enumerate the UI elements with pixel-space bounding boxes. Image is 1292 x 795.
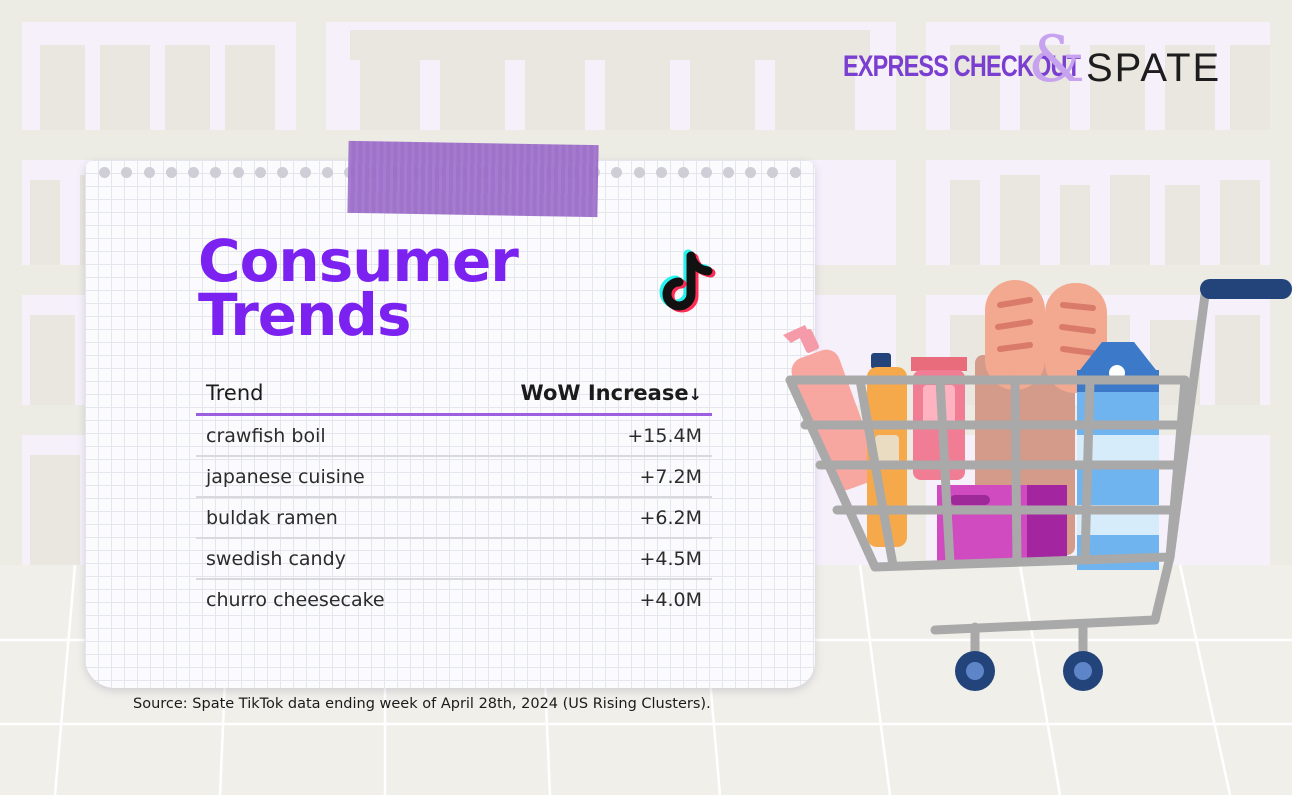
table-row: swedish candy +4.5M — [196, 538, 712, 580]
trend-name: japanese cuisine — [196, 456, 453, 498]
trend-name: crawfish boil — [196, 414, 453, 457]
trend-name: buldak ramen — [196, 497, 453, 539]
tiktok-logo-icon — [659, 249, 716, 313]
washi-tape — [347, 140, 599, 218]
shopping-cart-icon — [783, 279, 1292, 691]
express-checkout-logo: EXPRESS CHECKOUT — [843, 50, 1081, 83]
table-header-row: Trend WoW Increase↓ — [196, 373, 712, 416]
trend-increase: +7.2M — [452, 456, 712, 498]
page-title: Consumer Trends — [198, 232, 519, 344]
brand-ampersand: & — [1028, 23, 1085, 97]
table-row: japanese cuisine +7.2M — [196, 456, 712, 498]
trend-increase: +6.2M — [452, 497, 712, 539]
trend-increase: +15.4M — [452, 414, 712, 457]
sort-arrow-icon: ↓ — [688, 385, 702, 404]
title-line-2: Trends — [198, 281, 411, 349]
trend-column-header[interactable]: Trend — [196, 373, 453, 416]
table-row: buldak ramen +6.2M — [196, 497, 712, 539]
wow-increase-column-header[interactable]: WoW Increase↓ — [452, 373, 712, 416]
table-row: churro cheesecake +4.0M — [196, 579, 712, 619]
brand-header: EXPRESS CHECKOUT & SPATE — [843, 28, 1223, 102]
cart-products — [783, 280, 1159, 570]
trend-name: swedish candy — [196, 538, 453, 580]
wow-increase-header-label: WoW Increase — [520, 381, 689, 405]
trend-increase: +4.5M — [452, 538, 712, 580]
trend-increase: +4.0M — [639, 588, 702, 611]
trend-name: churro cheesecake — [206, 588, 385, 611]
spate-logo: SPATE — [1086, 46, 1222, 90]
trends-table: Trend WoW Increase↓ crawfish boil +15.4M… — [196, 373, 712, 619]
table-row: crawfish boil +15.4M — [196, 414, 712, 457]
title-line-1: Consumer — [198, 227, 519, 295]
source-note: Source: Spate TikTok data ending week of… — [133, 696, 711, 712]
